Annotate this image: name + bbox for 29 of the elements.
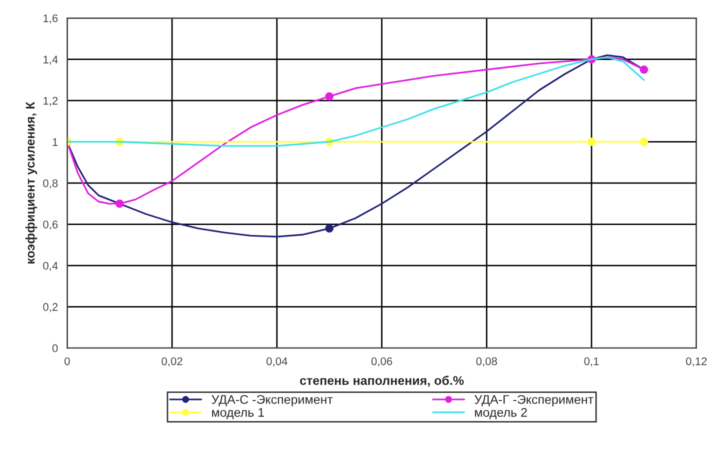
x-tick-label: 0,04 (266, 357, 288, 367)
y-tick-label: 0,4 (43, 262, 58, 271)
point (640, 138, 648, 146)
y-tick-label: 0,2 (43, 303, 58, 312)
y-tick-label: 0 (52, 344, 58, 352)
x-tick-label: 0,12 (686, 357, 707, 367)
legend-label: УДА-Г -Эксперимент (474, 395, 594, 406)
legend-label: модель 2 (475, 408, 527, 420)
y-tick-label: 1,4 (44, 56, 58, 65)
legend-label: модель 1 (212, 408, 264, 420)
y-tick-label: 1,6 (44, 14, 58, 24)
x-tick-label: 0,08 (476, 357, 497, 367)
point (640, 65, 648, 74)
point (115, 200, 124, 208)
y-tick-label: 1 (52, 138, 58, 146)
y-tick-label: 0,8 (43, 179, 58, 189)
x-tick-label: 0 (64, 357, 70, 366)
point (325, 92, 334, 101)
x-tick-label: 0,1 (584, 357, 599, 367)
line-series (67, 56, 645, 147)
x-axis-title: степень наполнения, об.% (300, 376, 464, 387)
x-tick-label: 0,06 (371, 357, 392, 367)
y-tick-label: 1,2 (44, 96, 58, 106)
legend-label: УДА-С -Эксперимент (212, 395, 333, 406)
y-axis-title: коэффициент усиления, К (25, 102, 38, 264)
y-tick-label: 0,6 (43, 220, 58, 230)
x-tick-label: 0,02 (162, 357, 182, 367)
point (587, 138, 596, 146)
point (325, 224, 334, 233)
